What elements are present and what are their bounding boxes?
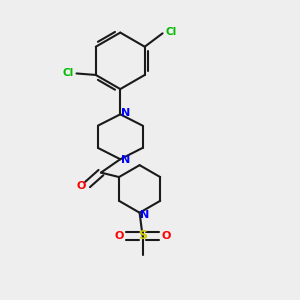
Text: Cl: Cl bbox=[63, 68, 74, 79]
Text: N: N bbox=[121, 155, 130, 165]
Text: N: N bbox=[140, 210, 150, 220]
Text: O: O bbox=[114, 231, 124, 241]
Text: O: O bbox=[162, 231, 171, 241]
Text: N: N bbox=[121, 108, 130, 118]
Text: O: O bbox=[77, 181, 86, 191]
Text: Cl: Cl bbox=[165, 27, 176, 37]
Text: S: S bbox=[138, 230, 147, 242]
